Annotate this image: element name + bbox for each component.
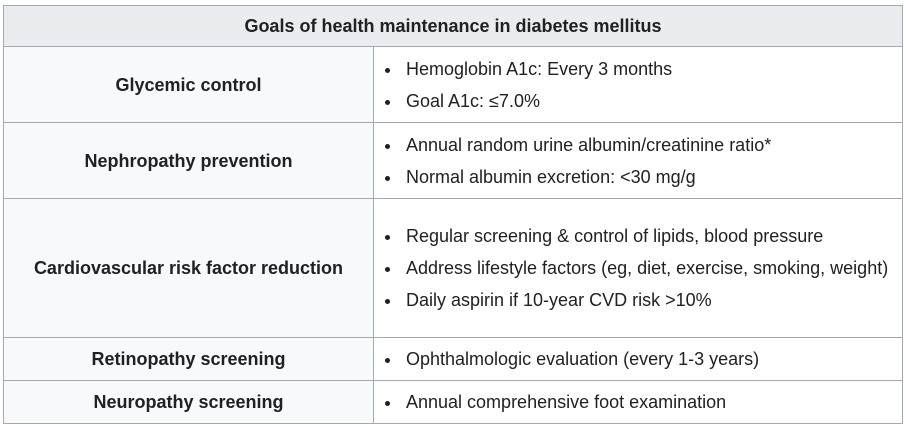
table-title: Goals of health maintenance in diabetes … [3,5,903,47]
row-label-cardiovascular-risk: Cardiovascular risk factor reduction [3,198,374,338]
row-label-retinopathy-screening: Retinopathy screening [3,337,374,381]
health-maintenance-table: Goals of health maintenance in diabetes … [3,5,903,424]
row-content: Annual random urine albumin/creatinine r… [373,122,903,199]
list-item: Annual comprehensive foot examination [402,386,892,418]
table-row: Cardiovascular risk factor reduction Reg… [3,198,903,338]
row-content: Ophthalmologic evaluation (every 1-3 yea… [373,337,903,381]
health-maintenance-table-container: Goals of health maintenance in diabetes … [3,5,903,424]
row-label-neuropathy-screening: Neuropathy screening [3,380,374,424]
row-content: Annual comprehensive foot examination [373,380,903,424]
bullet-list: Regular screening & control of lipids, b… [374,220,892,316]
table-row: Neuropathy screening Annual comprehensiv… [3,380,903,424]
row-label-glycemic-control: Glycemic control [3,46,374,123]
bullet-list: Annual comprehensive foot examination [374,386,892,418]
list-item: Ophthalmologic evaluation (every 1-3 yea… [402,343,892,375]
list-item: Normal albumin excretion: <30 mg/g [402,161,892,193]
bullet-list: Annual random urine albumin/creatinine r… [374,129,892,193]
table-row: Retinopathy screening Ophthalmologic eva… [3,337,903,381]
table-title-row: Goals of health maintenance in diabetes … [3,5,903,47]
row-label-nephropathy-prevention: Nephropathy prevention [3,122,374,199]
row-content: Hemoglobin A1c: Every 3 months Goal A1c:… [373,46,903,123]
list-item: Daily aspirin if 10-year CVD risk >10% [402,284,892,316]
list-item: Goal A1c: ≤7.0% [402,85,892,117]
bullet-list: Ophthalmologic evaluation (every 1-3 yea… [374,343,892,375]
list-item: Hemoglobin A1c: Every 3 months [402,53,892,85]
table-row: Nephropathy prevention Annual random uri… [3,122,903,199]
bullet-list: Hemoglobin A1c: Every 3 months Goal A1c:… [374,53,892,117]
list-item: Regular screening & control of lipids, b… [402,220,892,252]
table-row: Glycemic control Hemoglobin A1c: Every 3… [3,46,903,123]
row-content: Regular screening & control of lipids, b… [373,198,903,338]
list-item: Address lifestyle factors (eg, diet, exe… [402,252,892,284]
list-item: Annual random urine albumin/creatinine r… [402,129,892,161]
